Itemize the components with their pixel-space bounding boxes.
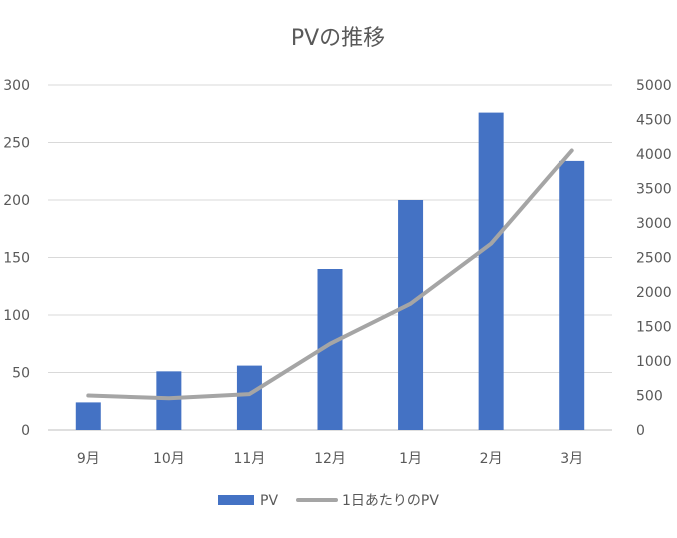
x-tick-label: 10月 xyxy=(153,451,185,467)
y2-tick-label: 0 xyxy=(636,423,645,439)
y2-tick-label: 3500 xyxy=(636,182,672,198)
y-tick-label: 200 xyxy=(3,193,30,209)
x-tick-label: 9月 xyxy=(77,451,100,467)
x-tick-label: 12月 xyxy=(314,451,346,467)
y2-tick-label: 2000 xyxy=(636,285,672,301)
y-tick-label: 300 xyxy=(3,78,30,94)
series-line-daily-pv xyxy=(86,148,574,401)
y2-tick-label: 2500 xyxy=(636,251,672,267)
legend-label-daily-pv: 1日あたりのPV xyxy=(342,493,439,509)
y2-tick-label: 5000 xyxy=(636,78,672,94)
bar-pv xyxy=(559,160,585,430)
bar-pv xyxy=(236,365,262,430)
x-tick-label: 3月 xyxy=(560,451,583,467)
y-tick-label: 0 xyxy=(21,423,30,439)
y-tick-label: 50 xyxy=(12,366,30,382)
y-tick-label: 250 xyxy=(3,136,30,152)
legend-label-pv: PV xyxy=(260,493,278,509)
y2-tick-label: 1000 xyxy=(636,354,672,370)
bar-pv xyxy=(156,371,182,430)
y2-tick-label: 4500 xyxy=(636,113,672,129)
y2-tick-label: 3000 xyxy=(636,216,672,232)
x-tick-label: 11月 xyxy=(234,451,266,467)
y-tick-label: 100 xyxy=(3,308,30,324)
y-tick-label: 150 xyxy=(3,251,30,267)
x-tick-label: 2月 xyxy=(480,451,503,467)
bar-pv xyxy=(75,402,101,430)
legend-swatch-pv xyxy=(218,495,254,505)
bar-pv xyxy=(478,112,504,430)
x-tick-label: 1月 xyxy=(399,451,422,467)
y2-tick-label: 500 xyxy=(636,389,663,405)
bar-pv xyxy=(398,200,424,430)
chart-title: PVの推移 xyxy=(291,26,385,51)
y2-tick-label: 1500 xyxy=(636,320,672,336)
y2-tick-label: 4000 xyxy=(636,147,672,163)
